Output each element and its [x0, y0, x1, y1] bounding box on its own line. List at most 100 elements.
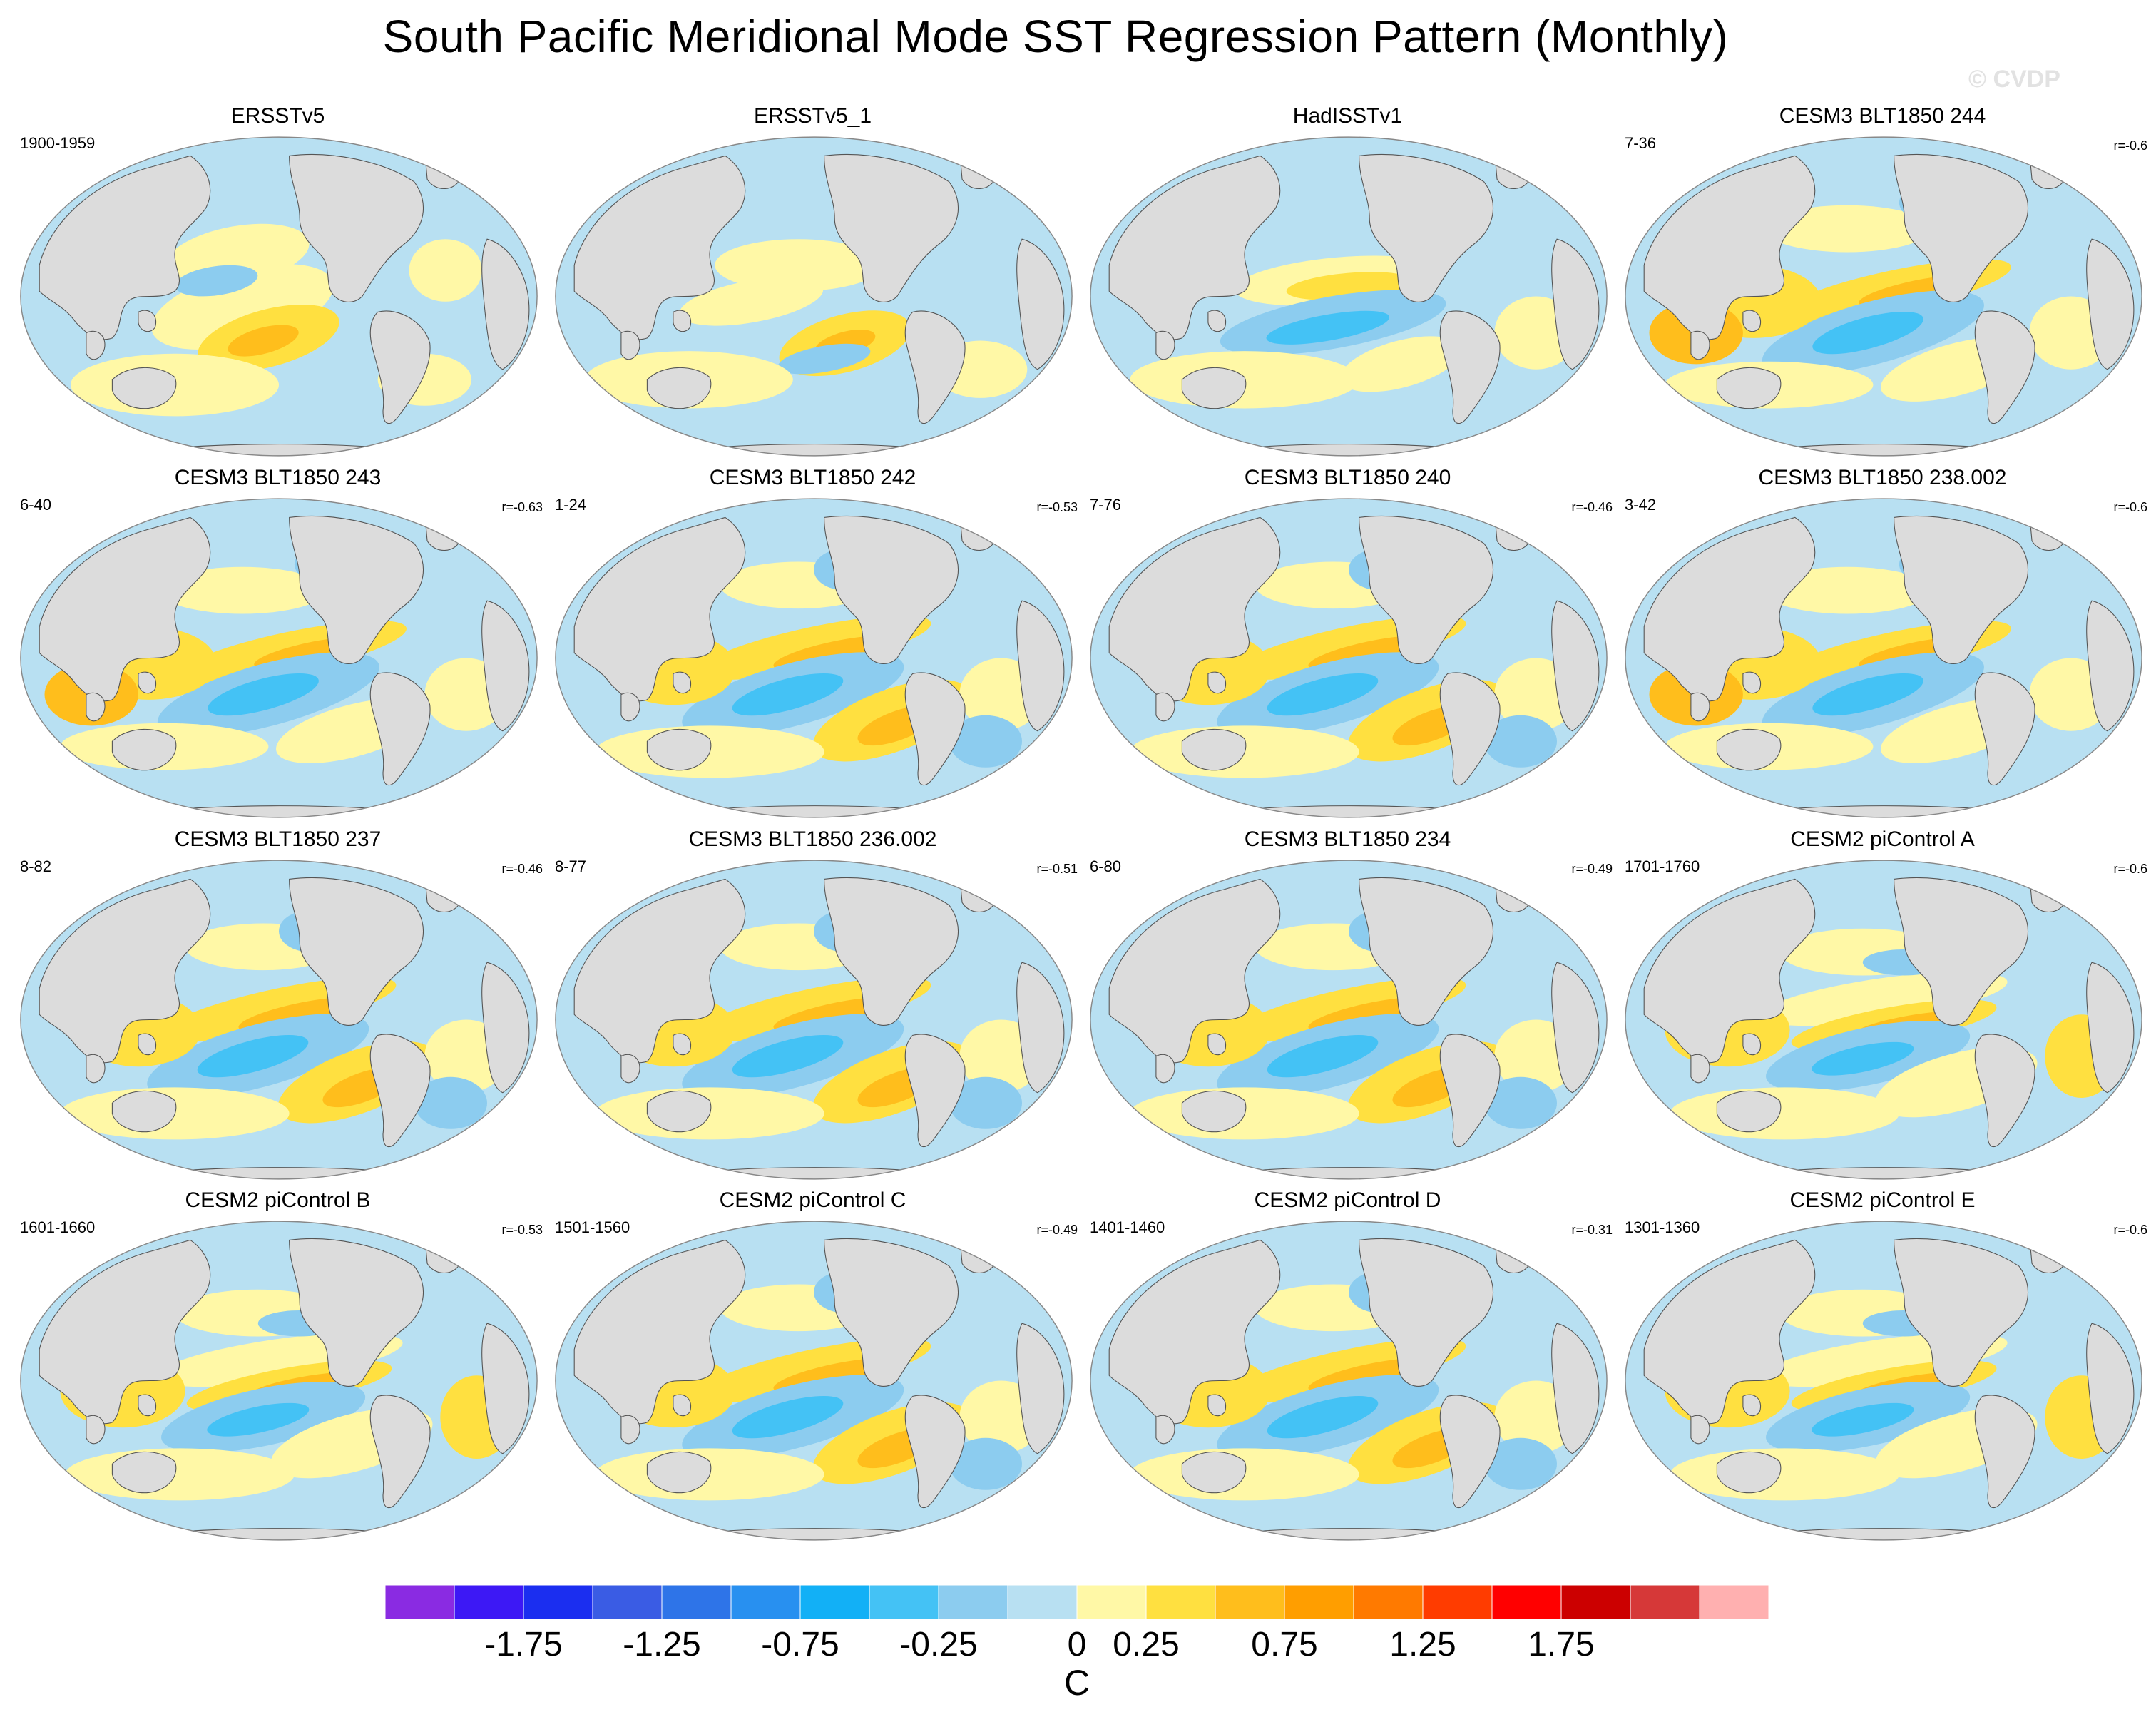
map-panel: CESM2 piControl D 1401-1460 r=-0.31 [1078, 1188, 1617, 1550]
land-mass [673, 671, 692, 694]
map-panel: CESM3 BLT1850 234 6-80 r=-0.49 [1078, 827, 1617, 1189]
land-mass [1894, 1238, 2029, 1387]
map-outline [555, 1221, 1073, 1541]
sst-anomaly-region [949, 1437, 1022, 1490]
panel-correlation: r=-0.6 [2113, 138, 2147, 153]
panel-title: CESM2 piControl B [185, 1188, 371, 1212]
panel-title: HadISSTv1 [1292, 104, 1403, 128]
land-mass [2028, 1233, 2068, 1273]
land-mass [1551, 238, 1600, 370]
colorbar-swatch [938, 1585, 1008, 1620]
map-outline [1625, 1221, 2142, 1541]
land-mass [1690, 330, 1710, 360]
colorbar-swatch [1284, 1585, 1354, 1620]
sst-anomaly-region [1339, 336, 1462, 392]
sst-anomaly-region [228, 325, 299, 357]
land-mass [424, 511, 463, 551]
land-mass [1716, 1451, 1782, 1494]
land-mass [1016, 1323, 1065, 1454]
map-panel: HadISSTv1 [1078, 104, 1617, 466]
colorbar-tick-label: 1.25 [1389, 1626, 1456, 1663]
land-mass [1690, 1415, 1710, 1445]
map-panel: CESM3 BLT1850 244 7-36 r=-0.6 [1613, 104, 2152, 466]
sst-anomaly-region [414, 1076, 487, 1129]
land-mass [959, 511, 998, 551]
panel-period: 7-76 [1090, 496, 1122, 514]
land-mass [2028, 149, 2068, 189]
sst-map [1090, 860, 1608, 1180]
land-mass [1155, 692, 1175, 722]
land-mass [289, 154, 424, 303]
sst-anomaly-region [1267, 673, 1379, 716]
land-mass [1439, 310, 1501, 424]
map-outline [1090, 136, 1608, 457]
sst-map [1625, 498, 2142, 818]
sst-map [1090, 1221, 1608, 1541]
map-outline [20, 860, 538, 1180]
land-mass [1742, 1394, 1762, 1417]
map-panel: CESM3 BLT1850 242 1-24 r=-0.53 [543, 466, 1082, 827]
panel-period: 1501-1560 [555, 1218, 630, 1236]
panel-title: ERSSTv5_1 [753, 104, 872, 128]
land-mass [2086, 600, 2135, 732]
land-mass [904, 672, 966, 785]
map-outline [555, 860, 1073, 1180]
map-panel: CESM2 piControl A 1701-1760 r=-0.6 [1613, 827, 2152, 1189]
map-panel: CESM3 BLT1850 238.002 3-42 r=-0.6 [1613, 466, 2152, 827]
sst-anomaly-region [1267, 1395, 1379, 1439]
panel-correlation: r=-0.6 [2113, 862, 2147, 876]
panel-period: 1900-1959 [20, 134, 96, 152]
land-mass [1207, 310, 1227, 332]
sst-anomaly-region [1267, 1034, 1379, 1078]
colorbar-swatch [869, 1585, 939, 1620]
sst-anomaly-region [1670, 1448, 1899, 1501]
colorbar-tick-label: 0.25 [1113, 1626, 1180, 1663]
sst-anomaly-region [1483, 715, 1557, 768]
land-mass [1181, 367, 1247, 409]
panel-correlation: r=-0.46 [501, 862, 543, 876]
land-mass [2028, 511, 2068, 551]
panel-period: 8-77 [555, 857, 587, 875]
land-mass [904, 310, 966, 424]
panel-title: CESM2 piControl C [719, 1188, 906, 1212]
colorbar-swatch [730, 1585, 801, 1620]
panel-correlation: r=-0.6 [2113, 500, 2147, 514]
map-outline [1090, 860, 1608, 1180]
sst-map [555, 1221, 1073, 1541]
land-mass [1716, 728, 1782, 771]
land-mass [824, 516, 959, 665]
panel-correlation: r=-0.49 [1571, 862, 1613, 876]
land-mass [1439, 1034, 1501, 1147]
chart-title: South Pacific Meridional Mode SST Regres… [382, 11, 1729, 62]
map-panel: ERSSTv5 1900-1959 [9, 104, 547, 466]
land-mass [1742, 1033, 1762, 1056]
land-mass [1155, 1054, 1175, 1084]
sst-map [1090, 498, 1608, 818]
colorbar-swatch [799, 1585, 870, 1620]
colorbar-swatch [454, 1585, 524, 1620]
land-mass [481, 600, 530, 732]
map-panel: CESM3 BLT1850 240 7-76 r=-0.46 [1078, 466, 1617, 827]
colorbar-swatch [1491, 1585, 1562, 1620]
sst-map [1090, 136, 1608, 457]
land-mass [86, 692, 106, 722]
map-outline [1625, 498, 2142, 818]
colorbar-tick-label: -0.75 [761, 1626, 839, 1663]
land-mass [904, 1395, 966, 1508]
colorbar-swatch [1076, 1585, 1147, 1620]
land-mass [620, 1415, 640, 1445]
sst-anomaly-region [1764, 205, 1931, 253]
land-mass [673, 310, 692, 332]
land-mass [1742, 310, 1762, 332]
map-outline [20, 136, 538, 457]
panel-period: 8-82 [20, 857, 52, 875]
panel-period: 7-36 [1625, 134, 1657, 152]
map-outline [20, 498, 538, 818]
colorbar-swatch [1353, 1585, 1424, 1620]
map-outline [20, 1221, 538, 1541]
panel-title: CESM2 piControl D [1254, 1188, 1441, 1212]
colorbar-tick-label: -1.75 [484, 1626, 563, 1663]
map-panel: CESM2 piControl B 1601-1660 r=-0.53 [9, 1188, 547, 1550]
panel-title: CESM3 BLT1850 242 [709, 466, 916, 489]
panel-correlation: r=-0.63 [501, 500, 543, 514]
